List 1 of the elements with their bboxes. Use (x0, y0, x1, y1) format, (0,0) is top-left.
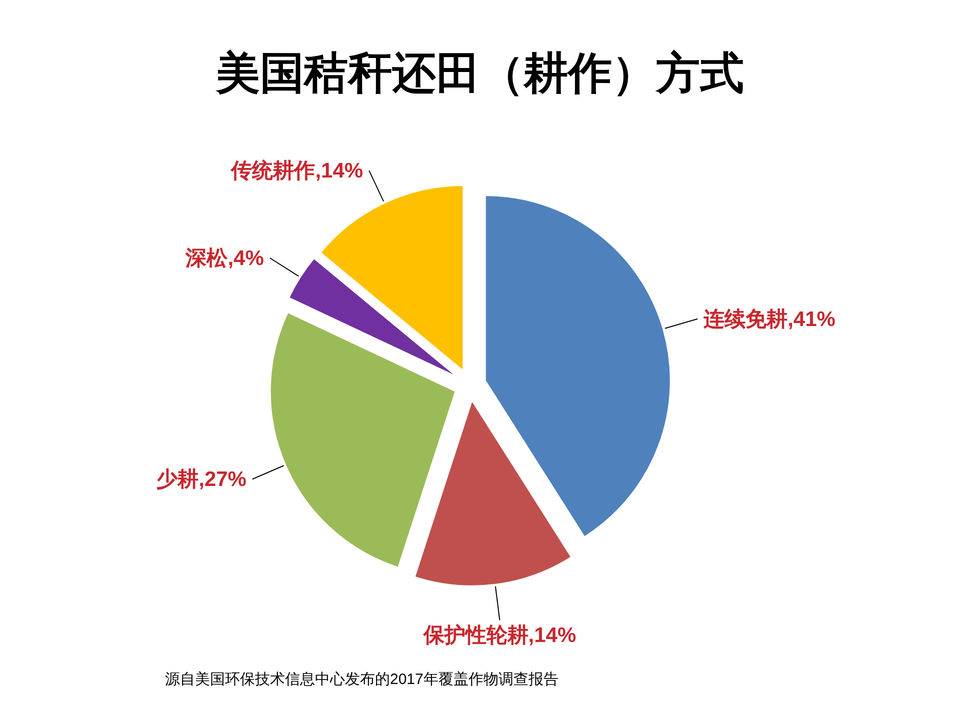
title: 美国秸秆还田（耕作）方式 (216, 49, 744, 98)
